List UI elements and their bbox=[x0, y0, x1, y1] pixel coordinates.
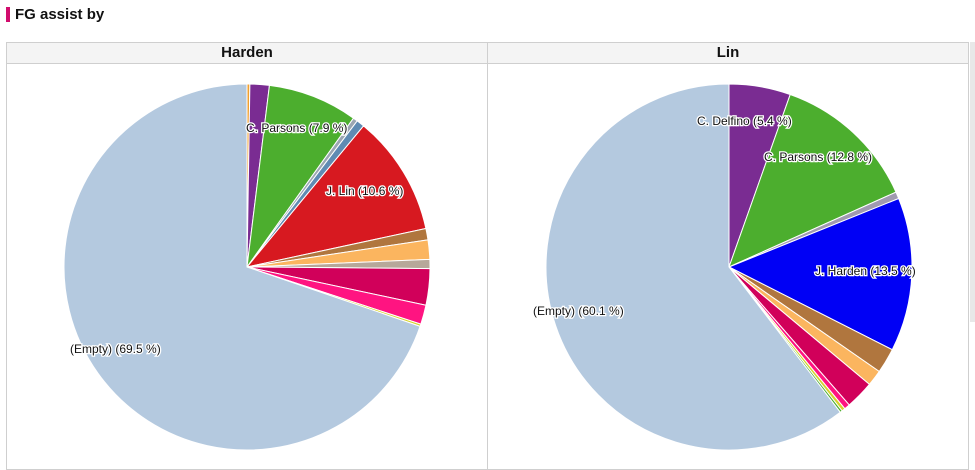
harden-pie-panel: Harden C. Parsons (7.9 %) J. Lin (10.6 %)… bbox=[6, 42, 488, 470]
pie-slice-c-parsons[interactable] bbox=[728, 93, 897, 268]
pie-data-label: J. Lin (10.6 %) bbox=[326, 184, 403, 198]
lin-panel-title: Lin bbox=[488, 43, 968, 64]
pie-slice-j-lin[interactable] bbox=[245, 125, 427, 268]
lin-pie-panel: Lin C. Delfino (5.4 %) C. Parsons (12.8 %… bbox=[487, 42, 969, 470]
pie-slice-empty[interactable] bbox=[63, 83, 421, 451]
pie-data-label: J. Harden (13.5 %) bbox=[815, 264, 916, 278]
pie-slice-c-parsons[interactable] bbox=[246, 84, 355, 268]
pie-data-label: C. Parsons (12.8 %) bbox=[764, 150, 872, 164]
pie-slice-j-harden[interactable] bbox=[727, 197, 913, 351]
chart-header: FG assist by bbox=[6, 4, 104, 24]
pie-data-label: (Empty) (69.5 %) bbox=[70, 342, 161, 356]
header-title: FG assist by bbox=[15, 5, 105, 23]
pie-data-label: C. Delfino (5.4 %) bbox=[697, 114, 792, 128]
pie-slice-empty[interactable] bbox=[545, 83, 841, 451]
header-accent-bar bbox=[6, 6, 10, 22]
vertical-scrollbar[interactable] bbox=[970, 42, 975, 322]
pie-data-label: (Empty) (60.1 %) bbox=[533, 304, 624, 318]
lin-pie-chart[interactable]: C. Delfino (5.4 %) C. Parsons (12.8 %) J. … bbox=[488, 64, 968, 469]
harden-panel-title: Harden bbox=[7, 43, 487, 64]
harden-pie-chart[interactable]: C. Parsons (7.9 %) J. Lin (10.6 %) (Empty)… bbox=[7, 64, 487, 469]
pie-data-label: C. Parsons (7.9 %) bbox=[246, 121, 347, 135]
